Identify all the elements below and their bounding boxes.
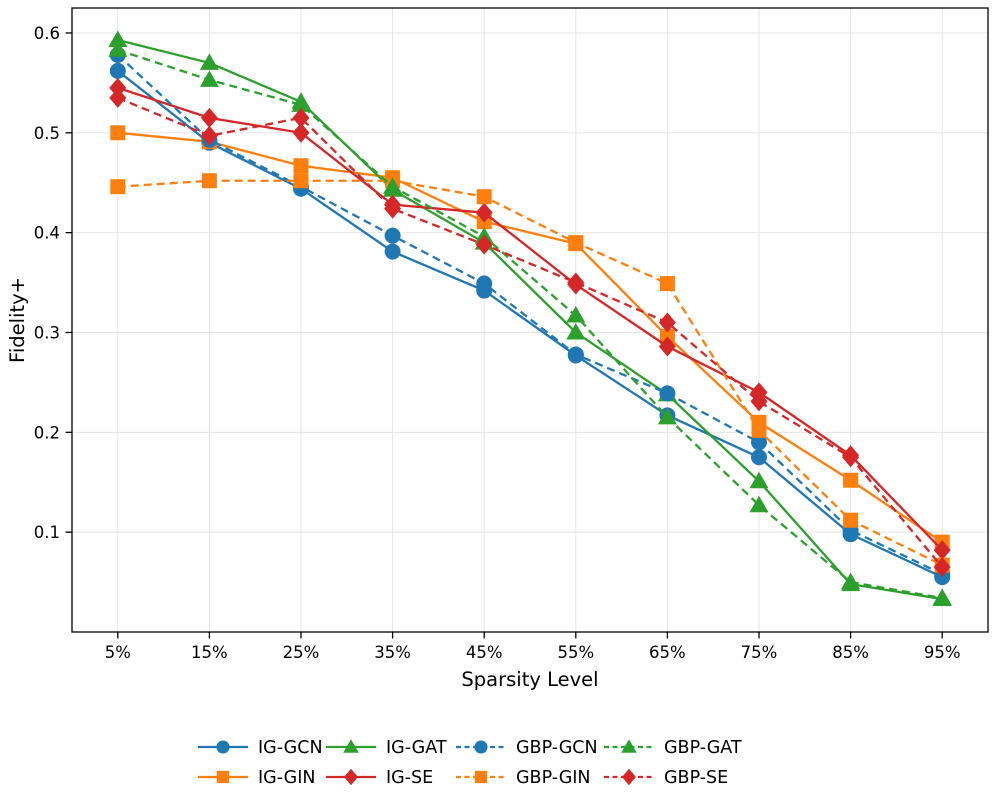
series-IG-GIN: [110, 125, 950, 550]
legend: IG-GCN IG-GAT GBP-GCN GBP-GAT IG-GIN IG-SE GBP…: [198, 738, 742, 788]
legend-item-GBP-GIN: GBP-GIN: [456, 768, 591, 788]
x-tick-label: 5%: [105, 643, 131, 662]
series-GBP-GCN: [109, 46, 951, 583]
legend-item-IG-GAT: IG-GAT: [326, 738, 447, 758]
y-tick-label: 0.2: [34, 423, 60, 442]
legend-item-GBP-SE: GBP-SE: [604, 768, 728, 788]
x-tick-label: 75%: [741, 643, 778, 662]
legend-label: IG-GCN: [258, 738, 323, 758]
legend-label: IG-GAT: [386, 738, 447, 758]
legend-item-IG-SE: IG-SE: [326, 768, 433, 788]
legend-label: GBP-GIN: [516, 768, 591, 788]
x-tick-label: 85%: [832, 643, 869, 662]
series-IG-GCN: [109, 62, 951, 586]
legend-label: GBP-SE: [664, 768, 728, 788]
x-tick-label: 35%: [374, 643, 411, 662]
legend-item-GBP-GCN: GBP-GCN: [456, 738, 598, 758]
legend-label: GBP-GCN: [516, 738, 598, 758]
x-tick-label: 65%: [649, 643, 686, 662]
y-axis-label: Fidelity+: [6, 277, 29, 363]
series-GBP-GAT: [108, 40, 952, 606]
series-IG-SE: [109, 77, 951, 561]
x-tick-label: 55%: [557, 643, 594, 662]
series-GBP-SE: [109, 87, 951, 578]
y-tick-label: 0.4: [34, 224, 60, 243]
legend-item-IG-GIN: IG-GIN: [198, 768, 316, 788]
y-tick-label: 0.1: [34, 523, 60, 542]
series-IG-GAT: [108, 30, 952, 607]
y-tick-label: 0.3: [34, 323, 60, 342]
y-tick-label: 0.5: [34, 124, 60, 143]
legend-label: GBP-GAT: [664, 738, 742, 758]
legend-item-GBP-GAT: GBP-GAT: [604, 738, 742, 758]
axes: 5% 15% 25% 35% 45% 55% 65% 75% 85% 95% 0.1 0.2 0.3 0.…: [34, 7, 989, 662]
y-tick-label: 0.6: [34, 24, 60, 43]
legend-label: IG-GIN: [258, 768, 316, 788]
x-tick-label: 95%: [924, 643, 961, 662]
legend-label: IG-SE: [386, 768, 433, 788]
x-tick-label: 45%: [466, 643, 503, 662]
series-GBP-GIN: [110, 173, 950, 573]
x-tick-label: 15%: [191, 643, 228, 662]
legend-item-IG-GCN: IG-GCN: [198, 738, 323, 758]
x-tick-label: 25%: [283, 643, 320, 662]
x-axis-label: Sparsity Level: [461, 668, 598, 691]
